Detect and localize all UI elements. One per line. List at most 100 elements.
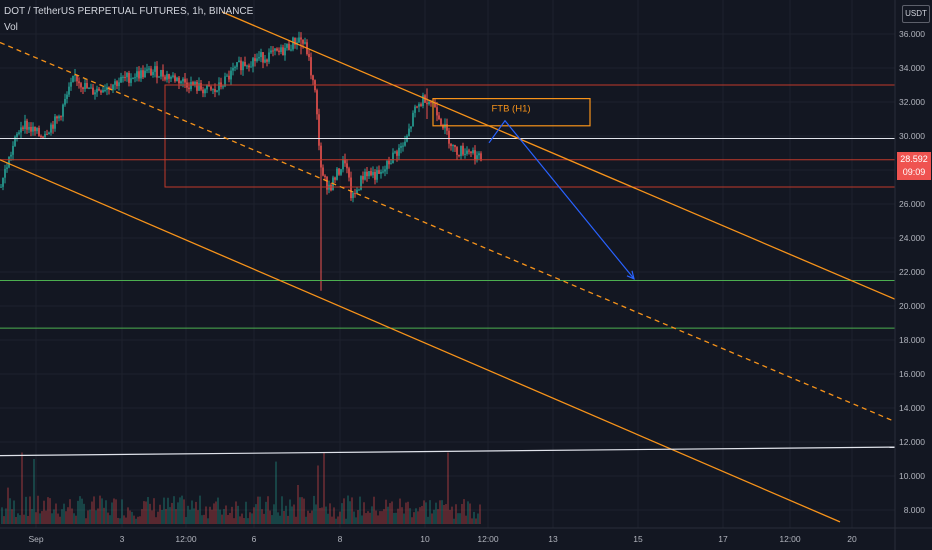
candle-body	[210, 86, 212, 90]
candle-body	[190, 82, 192, 90]
volume-bar	[223, 509, 225, 524]
candle-body	[12, 145, 14, 155]
candle-body	[22, 127, 24, 130]
volume-bar	[151, 510, 153, 524]
candle-body	[182, 78, 184, 82]
volume-bar	[275, 461, 277, 524]
volume-bar	[465, 515, 467, 524]
price-tick-label: 8.000	[904, 505, 926, 515]
time-tick-label: 10	[420, 534, 430, 544]
candle-body	[262, 52, 264, 63]
volume-bar	[107, 512, 109, 524]
time-tick-label: 15	[633, 534, 643, 544]
candle-body	[192, 82, 194, 86]
time-tick-label: 8	[338, 534, 343, 544]
price-tick-label: 20.000	[899, 301, 925, 311]
candle-body	[26, 120, 28, 130]
candle-body	[322, 167, 324, 176]
volume-bar	[121, 499, 123, 524]
volume-bar	[397, 508, 399, 524]
volume-bar	[15, 517, 17, 524]
volume-bar	[143, 501, 145, 524]
candle-body	[248, 65, 250, 68]
volume-bar	[291, 506, 293, 524]
volume-bar	[317, 465, 319, 524]
candle-body	[80, 83, 82, 88]
volume-bar	[235, 501, 237, 524]
volume-bar	[229, 512, 231, 524]
candle-body	[6, 167, 8, 169]
volume-bar	[33, 459, 35, 524]
volume-bar	[233, 518, 235, 524]
volume-bar	[381, 511, 383, 524]
volume-bar	[209, 506, 211, 524]
volume-bar	[203, 514, 205, 524]
candle-body	[260, 52, 262, 58]
volume-bar	[319, 507, 321, 524]
time-tick-label: 6	[252, 534, 257, 544]
volume-bar	[43, 500, 45, 524]
volume-bar	[237, 505, 239, 524]
candle-body	[372, 171, 374, 176]
volume-bar	[73, 513, 75, 524]
candle-body	[62, 104, 64, 117]
candle-body	[284, 47, 286, 56]
volume-bar	[83, 503, 85, 524]
volume-bar	[109, 515, 111, 524]
candle-body	[98, 88, 100, 91]
candle-body	[386, 160, 388, 170]
volume-bar	[181, 495, 183, 524]
candle-body	[470, 151, 472, 154]
volume-bar	[407, 501, 409, 524]
candle-body	[50, 124, 52, 133]
volume-bar	[399, 498, 401, 524]
volume-bar	[307, 510, 309, 524]
candle-body	[268, 52, 270, 62]
volume-bar	[55, 503, 57, 524]
currency-badge[interactable]: USDT	[902, 5, 930, 23]
candle-body	[82, 87, 84, 90]
time-tick-label: Sep	[28, 534, 43, 544]
volume-bar	[113, 498, 115, 524]
volume-bar	[117, 517, 119, 524]
volume-bar	[97, 508, 99, 524]
volume-bar	[269, 510, 271, 524]
candle-body	[440, 119, 442, 125]
candle-body	[252, 58, 254, 67]
candle-body	[316, 90, 318, 115]
volume-bar	[299, 497, 301, 524]
volume-bar	[257, 496, 259, 524]
price-tick-label: 22.000	[899, 267, 925, 277]
volume-bar	[327, 513, 329, 524]
candle-body	[196, 81, 198, 91]
volume-bar	[341, 503, 343, 524]
candle-body	[312, 75, 314, 81]
time-tick-label: 17	[718, 534, 728, 544]
candle-body	[136, 71, 138, 78]
volume-bar	[179, 497, 181, 524]
candle-body	[4, 168, 6, 178]
candle-body	[352, 193, 354, 199]
candle-body	[194, 81, 196, 86]
candle-body	[94, 92, 96, 95]
volume-bar	[77, 500, 79, 524]
candle-body	[96, 88, 98, 93]
volume-bar	[443, 504, 445, 524]
volume-bar	[239, 516, 241, 524]
volume-bar	[221, 514, 223, 524]
volume-bar	[375, 510, 377, 524]
volume-bar	[345, 518, 347, 524]
bar-countdown: 09:09	[902, 167, 926, 177]
candle-body	[214, 89, 216, 92]
candle-body	[388, 160, 390, 165]
volume-bar	[165, 508, 167, 524]
candle-body	[364, 171, 366, 180]
time-tick-label: 3	[120, 534, 125, 544]
volume-bar	[225, 505, 227, 524]
volume-bar	[67, 507, 69, 524]
volume-bar	[261, 509, 263, 524]
volume-bar	[119, 518, 121, 524]
volume-bar	[367, 511, 369, 524]
candle-body	[420, 104, 422, 106]
